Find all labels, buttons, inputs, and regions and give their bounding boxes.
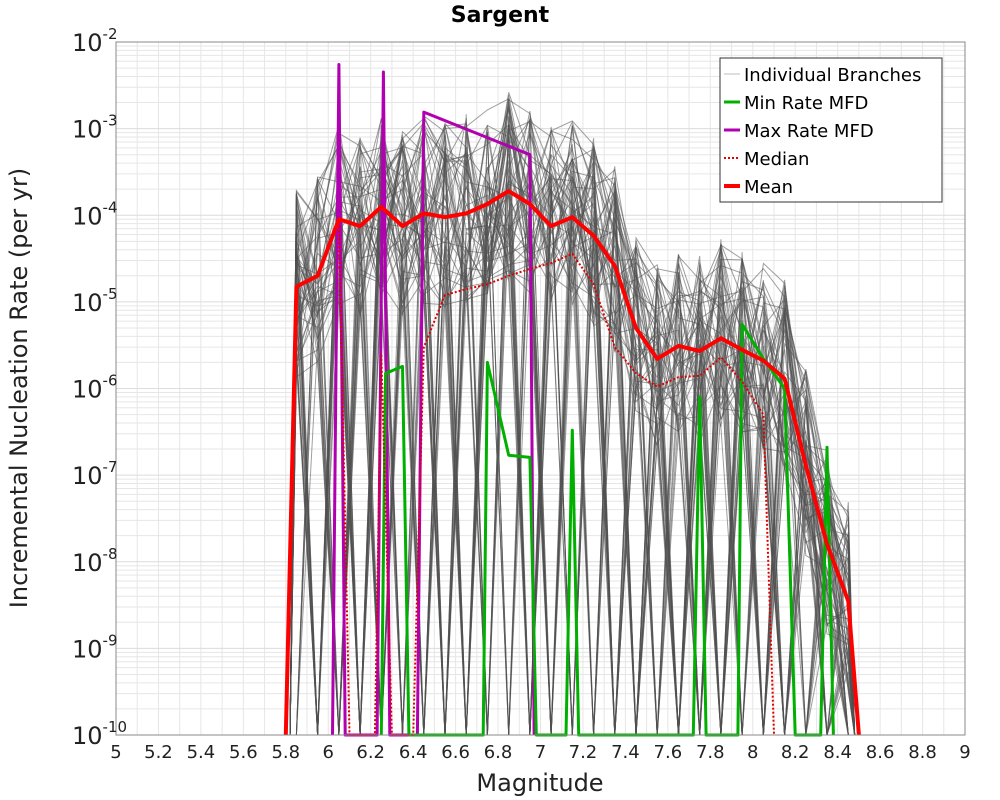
x-tick-label: 7 <box>535 742 546 763</box>
chart-title: Sargent <box>451 3 550 28</box>
x-tick-label: 7.6 <box>654 742 683 763</box>
branch-line <box>290 124 856 736</box>
x-tick-label: 5.6 <box>229 742 258 763</box>
x-tick-label: 6.4 <box>399 742 428 763</box>
legend-label-min: Min Rate MFD <box>744 93 868 114</box>
y-tick-label: 10-2 <box>72 25 118 57</box>
x-tick-label: 6 <box>323 742 334 763</box>
legend-box <box>719 57 943 203</box>
branch-line <box>289 133 856 736</box>
x-tick-label: 6.2 <box>356 742 385 763</box>
branch-line <box>289 123 856 736</box>
x-tick-label: 5 <box>110 742 121 763</box>
series-layer <box>283 63 861 737</box>
x-tick-label: 6.6 <box>441 742 470 763</box>
y-tick-label: 10-8 <box>72 545 118 577</box>
mean-line <box>283 189 861 736</box>
x-tick-label: 8.4 <box>823 742 852 763</box>
x-tick-label: 8.2 <box>781 742 810 763</box>
branch-line <box>289 98 856 736</box>
y-tick-label: 10-5 <box>72 285 118 317</box>
x-tick-label: 7.8 <box>696 742 725 763</box>
x-tick-label: 8.6 <box>866 742 895 763</box>
x-tick-label: 5.2 <box>144 742 173 763</box>
legend-label-mean: Mean <box>744 177 793 198</box>
x-tick-label: 7.2 <box>569 742 598 763</box>
min-rate-mfd-line <box>379 322 835 737</box>
y-tick-label: 10-3 <box>72 112 118 144</box>
y-tick-label: 10-6 <box>72 372 118 404</box>
x-tick-label: 5.8 <box>271 742 300 763</box>
x-tick-label: 7.4 <box>611 742 640 763</box>
x-tick-label: 9 <box>959 742 970 763</box>
x-axis-label: Magnitude <box>476 769 603 797</box>
branch-line <box>289 144 856 736</box>
x-axis-ticks: 5 5.2 5.4 5.6 5.8 6 6.2 6.4 6.6 6.8 7 7.2 7.4 7.6 7.8 8… <box>110 742 970 763</box>
y-axis-label: Incremental Nucleation Rate (per yr) <box>5 168 33 608</box>
y-axis-ticks: 10-210-310-410-510-610-710-810-910-10 <box>72 25 127 750</box>
legend-label-individual: Individual Branches <box>744 65 921 86</box>
x-tick-label: 5.4 <box>187 742 216 763</box>
legend-label-max: Max Rate MFD <box>744 121 874 142</box>
x-tick-label: 6.8 <box>484 742 513 763</box>
y-tick-label: 10-9 <box>72 631 118 663</box>
branch-line <box>289 114 856 736</box>
x-tick-label: 8.8 <box>908 742 937 763</box>
legend: Individual Branches Min Rate MFD Max Rate … <box>719 57 943 203</box>
x-tick-label: 8 <box>747 742 758 763</box>
y-tick-label: 10-7 <box>72 458 118 490</box>
y-tick-label: 10-4 <box>72 198 118 230</box>
legend-label-median: Median <box>744 149 809 170</box>
grid <box>115 42 966 736</box>
plot-area-border <box>115 41 966 736</box>
